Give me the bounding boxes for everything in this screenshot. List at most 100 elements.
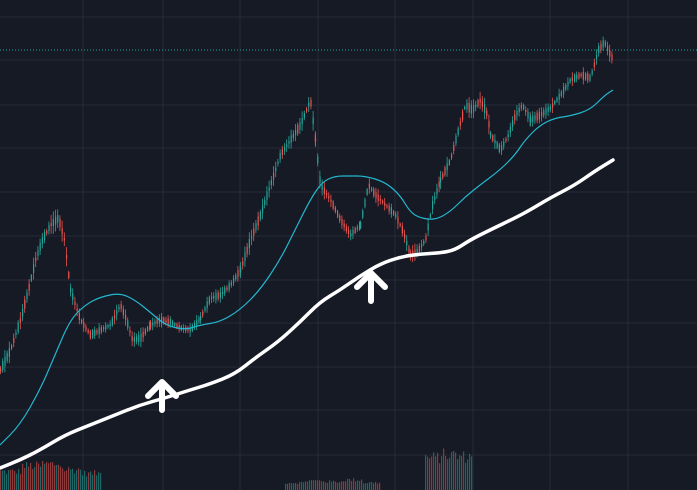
candle-body (446, 163, 448, 171)
candle-body (78, 312, 80, 320)
candle-body (200, 315, 202, 321)
arrows-layer (145, 270, 388, 413)
candle-body (44, 232, 46, 241)
volume-bar (24, 467, 26, 490)
candle-body (215, 292, 217, 300)
candle-body (251, 236, 253, 239)
candle-body (334, 207, 336, 212)
volume-bar (325, 482, 327, 490)
candle-body (368, 183, 370, 189)
moving-average-fast (0, 89, 614, 446)
volume-bar (48, 463, 50, 490)
candle-body (116, 310, 118, 315)
candle-body (359, 222, 361, 230)
volume-bar (32, 469, 34, 490)
candle-body (68, 272, 70, 278)
candle-body (242, 261, 244, 266)
candle-body (492, 135, 494, 142)
candle-body (268, 187, 270, 191)
candle-body (161, 316, 163, 324)
candle-body (462, 111, 464, 120)
candle-body (255, 223, 257, 230)
candle-body (165, 319, 167, 323)
candle-body (133, 337, 135, 342)
candle-body (279, 153, 281, 160)
candle-body (140, 333, 142, 342)
candle-body (501, 145, 503, 152)
candle-body (556, 97, 558, 102)
candle-body (574, 74, 576, 82)
candle-body (246, 246, 248, 254)
volume-bar (68, 467, 70, 490)
candle-body (580, 73, 582, 77)
volume-bar (295, 482, 297, 490)
volume-bar (441, 456, 443, 490)
candle-body (475, 104, 477, 108)
candle-body (527, 111, 529, 119)
candle-body (541, 112, 543, 117)
volume-bar (311, 480, 313, 490)
candle-body (512, 120, 514, 127)
candle-body (306, 108, 308, 112)
candle-body (547, 107, 549, 113)
candle-body (371, 187, 373, 191)
volume-bar (88, 472, 90, 490)
candle-body (602, 40, 604, 48)
volume-bar (16, 473, 18, 490)
candle-body (382, 200, 384, 204)
volume-bar (287, 483, 289, 490)
candle-body (50, 223, 52, 226)
candle-body (377, 194, 379, 201)
candle-body (308, 102, 310, 107)
candle-body (457, 128, 459, 135)
volume-bar (343, 481, 345, 490)
candle-body (48, 224, 50, 232)
candle-body (421, 244, 423, 248)
volume-bar (86, 476, 88, 490)
candle-body (518, 107, 520, 113)
volume-bar (84, 470, 86, 490)
candle-body (15, 332, 17, 336)
volume-bar (331, 481, 333, 490)
volume-bar (62, 468, 64, 490)
volume-bar (60, 466, 62, 490)
candle-body (436, 188, 438, 195)
candle-body (264, 199, 266, 205)
candle-body (156, 319, 158, 324)
candle-body (72, 293, 74, 300)
candle-body (17, 322, 19, 333)
volume-bar (359, 480, 361, 490)
candle-body (87, 329, 89, 333)
volume-bar (317, 480, 319, 490)
candle-body (52, 219, 54, 227)
candle-body (545, 107, 547, 115)
candle-body (473, 105, 475, 113)
candle-body (479, 98, 481, 103)
candle-body (262, 205, 264, 213)
candle-body (301, 118, 303, 124)
candle-body (440, 177, 442, 183)
candle-body (406, 240, 408, 246)
candle-body (127, 320, 129, 328)
candle-body (366, 189, 368, 195)
candle-body (339, 215, 341, 221)
candle-body (348, 230, 350, 234)
volume-bar (471, 456, 473, 490)
candle-body (26, 292, 28, 300)
volume-bar (72, 468, 74, 490)
volume-bar (303, 482, 305, 490)
volume-bar (367, 483, 369, 490)
volume-bar (297, 483, 299, 490)
volume-bar (357, 480, 359, 490)
candle-body (530, 117, 532, 123)
candle-body (438, 181, 440, 188)
volume-bar (373, 483, 375, 490)
candle-body (317, 156, 319, 164)
volume-bar (36, 461, 38, 490)
candle-body (37, 250, 39, 256)
volume-bar (299, 482, 301, 490)
candle-body (35, 257, 37, 262)
candle-body (11, 345, 13, 349)
candle-body (352, 229, 354, 236)
candle-body (83, 322, 85, 328)
